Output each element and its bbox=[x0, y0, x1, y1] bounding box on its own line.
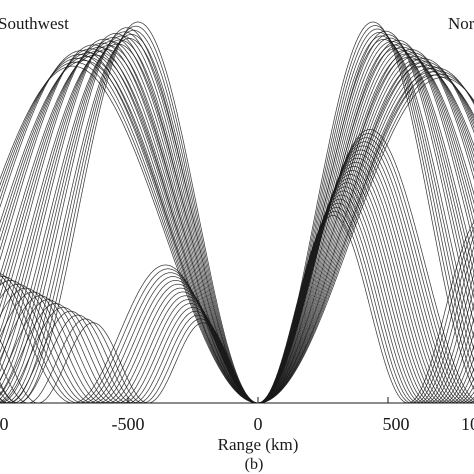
ray-path bbox=[258, 53, 474, 404]
ray-path bbox=[0, 58, 258, 404]
ray-path bbox=[258, 46, 474, 404]
ray-path bbox=[0, 29, 258, 404]
ray-path bbox=[258, 50, 474, 404]
ray-path bbox=[258, 55, 474, 404]
x-tick-label-neg500: -500 bbox=[112, 414, 145, 434]
ray-path bbox=[258, 41, 474, 404]
ray-path bbox=[0, 54, 258, 404]
ray-path bbox=[0, 61, 258, 404]
x-tick-label-right-edge: 10 bbox=[461, 414, 474, 434]
annotation-southwest: Southwest bbox=[0, 14, 69, 33]
ray-path bbox=[258, 70, 474, 404]
annotation-northeast: Nor bbox=[448, 14, 474, 33]
x-tick-label-0: 0 bbox=[254, 414, 263, 434]
ray-path bbox=[0, 48, 258, 404]
ray-path bbox=[258, 49, 474, 404]
ray-path bbox=[258, 39, 474, 404]
panel-label: (b) bbox=[245, 456, 264, 473]
ray-path bbox=[0, 39, 258, 404]
ray-path bbox=[0, 31, 258, 404]
ray-paths bbox=[0, 21, 474, 404]
ray-path bbox=[258, 62, 474, 404]
ray-path bbox=[0, 35, 258, 404]
ray-path bbox=[0, 65, 258, 404]
x-axis-label: Range (km) bbox=[218, 435, 299, 454]
ray-path bbox=[0, 25, 258, 404]
ray-path bbox=[0, 33, 258, 404]
ray-path bbox=[0, 50, 258, 404]
ray-path bbox=[258, 129, 474, 404]
ray-path bbox=[258, 67, 474, 404]
ray-path bbox=[0, 56, 258, 404]
ray-path bbox=[0, 50, 258, 404]
ray-path bbox=[258, 43, 474, 404]
ray-path bbox=[0, 52, 258, 404]
ray-path bbox=[258, 73, 474, 404]
ray-path bbox=[0, 44, 258, 404]
ray-path bbox=[258, 52, 474, 404]
ray-path bbox=[258, 59, 474, 404]
x-tick-label-500: 500 bbox=[383, 414, 410, 434]
ray-path bbox=[0, 41, 258, 404]
ray-path bbox=[258, 44, 474, 404]
x-tick-label-left-edge: 0 bbox=[0, 414, 9, 434]
ray-path bbox=[0, 37, 258, 404]
ray-path bbox=[0, 33, 258, 404]
ray-path bbox=[0, 264, 258, 404]
